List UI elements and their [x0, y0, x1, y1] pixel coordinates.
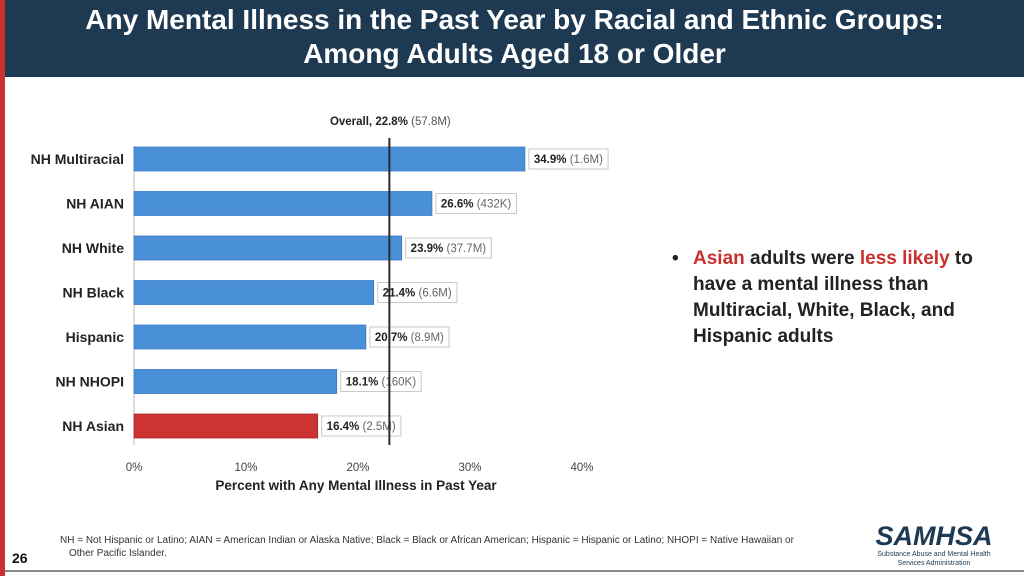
x-tick-label: 30%: [458, 462, 481, 474]
data-label-count: (37.7M): [446, 243, 486, 255]
data-label-value: 16.4%: [327, 421, 363, 433]
data-label-count: (8.9M): [411, 332, 444, 344]
category-label: NH Multiracial: [31, 151, 124, 167]
footnote-line1: NH = Not Hispanic or Latino; AIAN = Amer…: [60, 535, 794, 546]
data-label-count: (2.5M): [362, 421, 395, 433]
data-label-count: (6.6M): [418, 288, 451, 300]
bullet-marker: •: [672, 248, 679, 269]
category-label: Hispanic: [66, 329, 125, 345]
category-label: NH Black: [63, 285, 125, 301]
slide-title-line1: Any Mental Illness in the Past Year by R…: [85, 4, 944, 35]
data-label: 21.4% (6.6M): [383, 288, 452, 300]
category-label: NH Asian: [62, 418, 124, 434]
data-label: 23.9% (37.7M): [411, 243, 487, 255]
data-label-box: [321, 415, 402, 437]
data-label-count: (160K): [382, 377, 417, 389]
slide-title-line2: Among Adults Aged 18 or Older: [303, 38, 726, 69]
x-axis-title: Percent with Any Mental Illness in Past …: [215, 478, 497, 493]
bar: [133, 146, 526, 172]
bar: [133, 191, 433, 216]
data-label-box: [405, 237, 492, 259]
bullet-text-part1: adults were: [744, 248, 860, 269]
left-accent-rule: [0, 0, 5, 576]
data-label: 16.4% (2.5M): [327, 421, 396, 433]
data-label: 18.1% (160K): [346, 377, 416, 389]
x-tick-label: 40%: [570, 462, 593, 474]
data-label: 34.9% (1.6M): [534, 154, 603, 166]
data-label-count: (432K): [477, 199, 512, 211]
overall-reference-label: Overall, 22.8% (57.8M): [330, 116, 451, 128]
bullet-text-part2: to have a mental illness than Multiracia…: [693, 248, 973, 347]
slide-header: Any Mental Illness in the Past Year by R…: [5, 0, 1024, 77]
bullet-highlight-less-likely: less likely: [859, 248, 950, 269]
data-label-box: [377, 282, 458, 303]
data-label-value: 20.7%: [375, 332, 411, 344]
bullet-highlight-asian: Asian: [693, 248, 745, 269]
bar-chart: NH Multiracial 34.9% (1.6M) NH AIAN 26.6% (…: [31, 116, 609, 493]
data-label-value: 21.4%: [383, 288, 419, 300]
footnote-line2: Other Pacific Islander.: [69, 548, 167, 559]
logo-subtitle-line2: Services Administration: [897, 560, 971, 567]
data-label-value: 23.9%: [411, 243, 447, 255]
data-label: 26.6% (432K): [441, 199, 511, 211]
bottom-rule: [5, 570, 1024, 572]
overall-reference-count: (57.8M): [411, 116, 451, 128]
logo-name: SAMHSA: [875, 521, 993, 551]
bar: [133, 369, 338, 394]
data-label: 20.7% (8.9M): [375, 332, 444, 344]
category-label: NH NHOPI: [56, 374, 124, 390]
bar: [133, 413, 319, 439]
bar: [133, 235, 403, 261]
logo-subtitle-line1: Substance Abuse and Mental Health: [877, 551, 991, 558]
x-tick-label: 10%: [234, 462, 257, 474]
data-label-value: 18.1%: [346, 377, 382, 389]
data-label-box: [435, 193, 517, 214]
page-number: 26: [12, 550, 28, 566]
category-label: NH White: [62, 240, 124, 256]
data-label-count: (1.6M): [570, 154, 603, 166]
x-tick-label: 20%: [346, 462, 369, 474]
bar: [133, 324, 367, 350]
footnote: NH = Not Hispanic or Latino; AIAN = Amer…: [60, 534, 850, 560]
data-label-box: [528, 148, 609, 170]
samhsa-logo: SAMHSA Substance Abuse and Mental Health…: [874, 522, 994, 568]
x-tick-label: 0%: [126, 462, 143, 474]
data-label-box: [340, 371, 422, 392]
bar: [133, 280, 375, 305]
bullet-text: Asian adults were less likely to have a …: [693, 246, 1003, 350]
data-label-value: 26.6%: [441, 199, 477, 211]
category-label: NH AIAN: [66, 196, 124, 212]
overall-reference-value: Overall, 22.8%: [330, 116, 411, 128]
data-label-value: 34.9%: [534, 154, 570, 166]
